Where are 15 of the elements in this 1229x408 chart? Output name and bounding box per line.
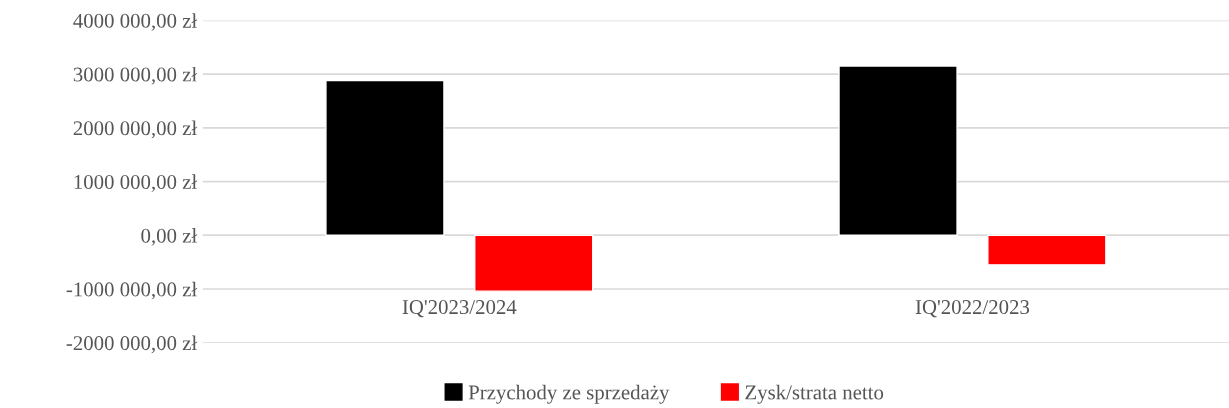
bar xyxy=(325,79,445,236)
bar xyxy=(474,234,594,292)
x-tick-label: IQ'2023/2024 xyxy=(402,300,517,318)
legend-label: Przychody ze sprzedaży xyxy=(468,384,670,404)
y-tick-label: 2000 000,00 zł xyxy=(73,120,198,139)
y-tick-label: 4000 000,00 zł xyxy=(73,13,198,31)
y-tick-label: 1000 000,00 zł xyxy=(74,174,198,192)
x-tick-label: IQ'2022/2023 xyxy=(915,300,1030,318)
legend-label: Zysk/strata netto xyxy=(745,384,884,404)
y-tick-label: 0,00 zł xyxy=(141,228,198,246)
y-tick-label: -1000 000,00 zł xyxy=(66,281,198,300)
bar xyxy=(838,65,958,236)
y-tick-label: -2000 000,00 zł xyxy=(66,335,198,354)
y-tick-label: 3000 000,00 zł xyxy=(73,66,198,85)
bar xyxy=(987,234,1107,266)
